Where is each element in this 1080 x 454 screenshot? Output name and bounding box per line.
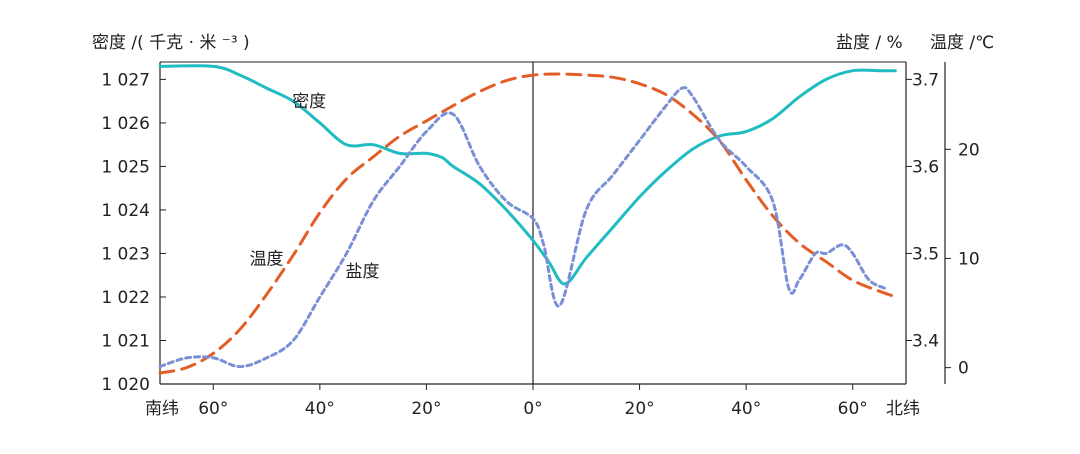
density-tick-label: 1 022: [101, 288, 150, 308]
south-latitude-label: 南纬: [145, 399, 179, 419]
x-tick-label: 40°: [305, 399, 335, 419]
salinity-series-label: 盐度: [345, 262, 379, 282]
salinity-tick-label: 3.6: [912, 157, 939, 177]
temperature-tick-label: 10: [958, 249, 980, 269]
density-tick-label: 1 024: [101, 201, 150, 221]
x-tick-label: 60°: [198, 399, 228, 419]
x-tick-label: 20°: [411, 399, 441, 419]
density-tick-label: 1 021: [101, 331, 150, 351]
x-tick-label: 0°: [523, 399, 542, 419]
density-tick-label: 1 025: [101, 157, 150, 177]
salinity-line: [158, 86, 887, 369]
density-axis-title: 密度 /( 千克 · 米 ⁻³ ): [92, 33, 250, 53]
density-tick-label: 1 027: [101, 70, 150, 90]
density-tick-label: 1 026: [101, 114, 150, 134]
temperature-tick-label: 20: [958, 140, 980, 160]
x-tick-label: 20°: [625, 399, 655, 419]
x-tick-label: 40°: [731, 399, 761, 419]
temperature-axis-title: 温度 /℃: [930, 33, 994, 53]
salinity-tick-label: 3.7: [912, 70, 939, 90]
salinity-tick-label: 3.4: [912, 331, 939, 351]
x-tick-label: 60°: [838, 399, 868, 419]
plot-frame: [159, 61, 946, 385]
density-tick-label: 1 020: [101, 375, 150, 395]
temperature-line: [158, 72, 897, 375]
axis-ticks: 60° 40° 20° 0° 20° 40° 60° 1 020 1 021 1 022 1 023…: [101, 62, 980, 419]
temperature-tick-label: 0: [958, 359, 969, 379]
north-latitude-label: 北纬: [886, 399, 920, 419]
density-line: [158, 64, 897, 286]
salinity-axis-title: 盐度 / %: [836, 33, 903, 53]
density-series-label: 密度: [292, 92, 326, 112]
series-lines: [158, 64, 897, 375]
density-tick-label: 1 023: [101, 244, 150, 264]
salinity-tick-label: 3.5: [912, 244, 939, 264]
temperature-series-label: 温度: [250, 249, 284, 269]
